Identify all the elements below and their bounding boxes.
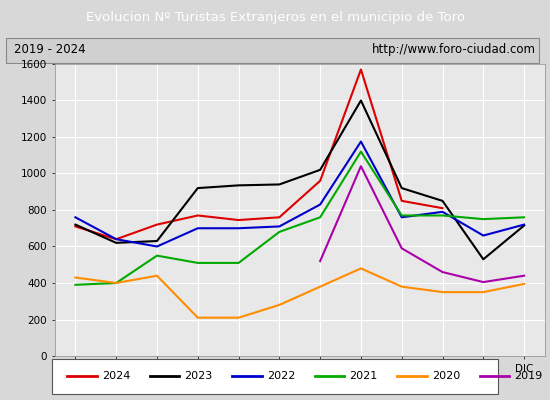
Text: 2020: 2020 (432, 371, 460, 381)
Text: Evolucion Nº Turistas Extranjeros en el municipio de Toro: Evolucion Nº Turistas Extranjeros en el … (85, 12, 465, 24)
Text: 2019 - 2024: 2019 - 2024 (14, 43, 85, 56)
Text: 2021: 2021 (349, 371, 377, 381)
FancyBboxPatch shape (6, 38, 539, 62)
Text: 2019: 2019 (514, 371, 542, 381)
Text: 2022: 2022 (267, 371, 295, 381)
FancyBboxPatch shape (52, 359, 498, 394)
Text: 2024: 2024 (102, 371, 130, 381)
Text: 2023: 2023 (184, 371, 212, 381)
Text: http://www.foro-ciudad.com: http://www.foro-ciudad.com (372, 43, 536, 56)
